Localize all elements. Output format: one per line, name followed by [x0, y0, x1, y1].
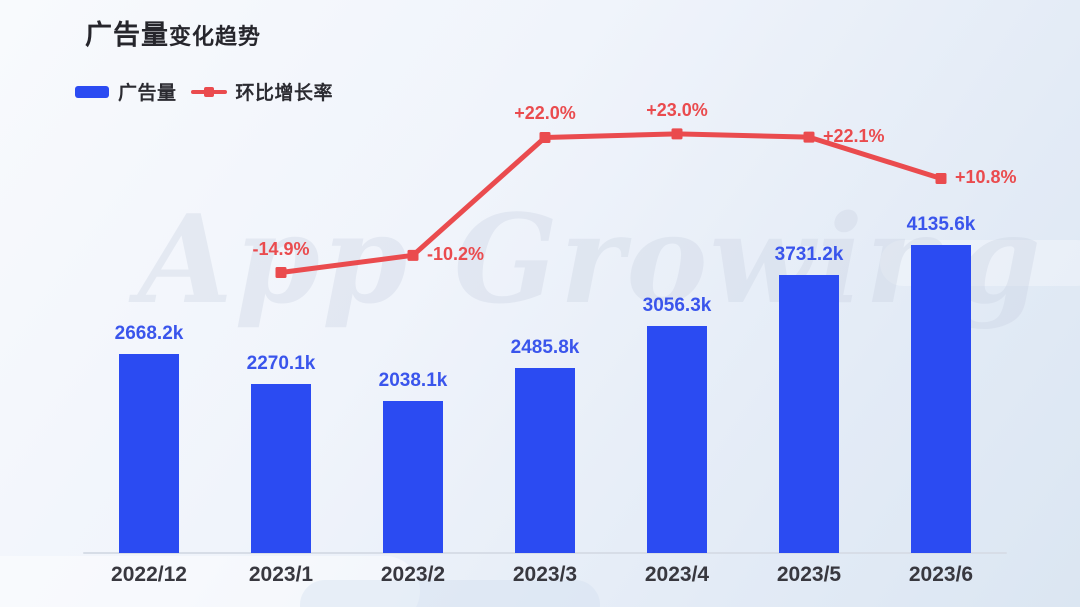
growth-rate-label: -14.9%: [252, 238, 310, 259]
growth-rate-label: +22.0%: [514, 103, 576, 124]
page-title: 广告量变化趋势: [85, 13, 261, 52]
x-axis-label: 2023/4: [644, 563, 710, 586]
bar-value-label: 3056.3k: [642, 294, 712, 316]
growth-rate-label: +23.0%: [646, 99, 708, 120]
legend-item-bar-label: 广告量: [118, 83, 177, 104]
bar-2023/6[interactable]: [911, 245, 971, 553]
x-axis-label: 2023/6: [908, 563, 974, 586]
line-point-marker[interactable]: [803, 131, 815, 143]
bar-series-swatch-icon: [75, 85, 109, 98]
page-title-main: 广告量: [85, 20, 169, 50]
bar-2022/12[interactable]: [119, 354, 179, 553]
x-axis-line: [83, 552, 1007, 554]
bar-value-label: 3731.2k: [774, 244, 844, 266]
x-axis-label: 2023/1: [248, 563, 314, 586]
bar-value-label: 2485.8k: [510, 337, 580, 359]
line-path: [280, 131, 942, 276]
line-point-marker[interactable]: [407, 249, 419, 261]
growth-rate-label: -10.2%: [427, 244, 485, 265]
legend-item-bar[interactable]: 广告量: [75, 78, 177, 105]
x-axis-label: 2023/2: [380, 563, 446, 586]
bar-value-label: 2668.2k: [114, 323, 184, 345]
bar-value-label: 4135.6k: [906, 214, 976, 236]
bar-value-label: 2038.1k: [378, 370, 448, 392]
bar-value-label: 2270.1k: [246, 353, 316, 375]
bar-2023/2[interactable]: [383, 401, 443, 553]
bar-2023/3[interactable]: [515, 368, 575, 553]
line-point-marker[interactable]: [935, 172, 947, 184]
x-axis-label: 2022/12: [111, 563, 187, 586]
growth-rate-label: +10.8%: [955, 167, 1017, 188]
x-axis-label: 2023/3: [512, 563, 578, 586]
x-axis-label: 2023/5: [776, 563, 842, 586]
line-point-marker[interactable]: [275, 267, 287, 279]
line-point-marker[interactable]: [671, 128, 683, 140]
line-point-marker[interactable]: [539, 131, 551, 143]
bar-2023/5[interactable]: [779, 275, 839, 553]
bar-2023/1[interactable]: [251, 384, 311, 553]
legend-item-line[interactable]: 环比增长率: [190, 78, 334, 105]
bar-2023/4[interactable]: [647, 325, 707, 553]
page-title-sub: 变化趋势: [169, 24, 262, 49]
growth-rate-label: +22.1%: [823, 126, 885, 147]
legend-item-line-label: 环比增长率: [235, 83, 334, 104]
line-series-swatch-icon: [190, 86, 227, 98]
chart-legend: 广告量 环比增长率: [75, 78, 333, 105]
